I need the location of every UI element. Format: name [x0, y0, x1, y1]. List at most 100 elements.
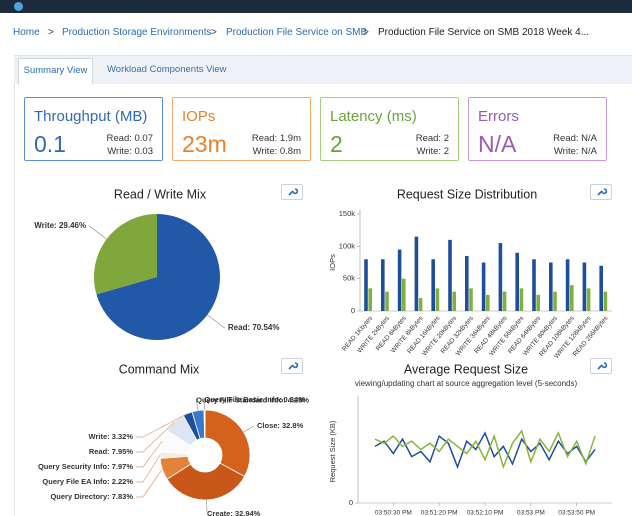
settings-button[interactable] — [281, 358, 303, 374]
slice-label: Write: 3.32% — [89, 432, 134, 441]
wrench-icon — [288, 362, 299, 370]
bar — [397, 249, 402, 311]
bar — [515, 252, 519, 311]
x-tick-label: 03:52:10 PM — [467, 510, 504, 516]
kpi-value: 2 — [330, 131, 343, 157]
breadcrumb-link[interactable]: Production File Service on SMB — [226, 27, 368, 38]
bar — [402, 278, 406, 311]
bar — [364, 259, 368, 311]
leader-line — [136, 413, 188, 438]
bar — [414, 236, 419, 311]
chart-title: Read / Write Mix — [114, 187, 207, 201]
kpi-card: Latency (ms) 2 Read: 2 Write: 2 — [320, 97, 459, 161]
kpi-write: Write: 0.03 — [107, 146, 153, 157]
kpi-read: Read: 1.9m — [251, 133, 301, 144]
line — [374, 429, 596, 470]
y-tick-label: 150k — [339, 209, 356, 218]
chart-title: Average Request Size — [404, 362, 528, 376]
slice-label: Query File Basic Info: 0.34% — [204, 395, 305, 404]
slice-label: Create: 32.94% — [207, 509, 261, 516]
kpi-write: Write: 2 — [416, 146, 449, 157]
settings-button[interactable] — [590, 358, 612, 374]
wrench-icon — [597, 188, 608, 196]
settings-button[interactable] — [281, 184, 303, 200]
slice — [203, 409, 206, 439]
breadcrumb-current: Production File Service on SMB 2018 Week… — [378, 27, 590, 38]
leader-line — [136, 454, 161, 483]
kpi-card: Throughput (MB) 0.1 Read: 0.07 Write: 0.03 — [24, 97, 163, 161]
wrench-icon — [597, 362, 608, 370]
tab-active[interactable]: Summary View — [18, 58, 93, 84]
leader-line — [207, 314, 226, 329]
x-tick-label: 03:53:50 PM — [558, 510, 595, 516]
bar — [549, 262, 553, 311]
slice-label: Query File Standard Info: 4.28% — [196, 396, 309, 405]
bar — [385, 291, 389, 311]
leader-line — [136, 440, 163, 468]
bar — [603, 291, 608, 311]
bar — [481, 262, 486, 311]
line — [374, 431, 596, 470]
bar — [498, 243, 503, 311]
tab[interactable]: Workload Components View — [107, 64, 227, 75]
slice-label: Query File EA Info: 2.22% — [42, 477, 133, 486]
slice-label: Read: 70.54% — [228, 323, 280, 332]
kpi-title: Errors — [478, 108, 519, 125]
kpi-write: Write: N/A — [553, 146, 597, 157]
leader-line — [243, 425, 255, 433]
slice — [96, 214, 220, 340]
bar — [599, 265, 603, 311]
kpi-read: Read: 0.07 — [106, 133, 153, 144]
chart-title: Command Mix — [119, 362, 200, 376]
bar — [452, 291, 456, 311]
wrench-icon — [288, 188, 299, 196]
slice-label: Close: 32.8% — [257, 421, 304, 430]
kpi-card: Errors N/A Read: N/A Write: N/A — [468, 97, 607, 161]
top-bar — [0, 0, 632, 13]
bar — [570, 285, 574, 311]
leader-line — [136, 468, 163, 498]
slice-label: Query Directory: 7.83% — [50, 492, 133, 501]
y-axis-label: IOPs — [328, 254, 337, 271]
kpi-card: IOPs 23m Read: 1.9m Write: 0.8m — [172, 97, 311, 161]
bar — [418, 298, 423, 311]
breadcrumb-separator: > — [211, 27, 217, 38]
tab-strip — [14, 55, 632, 85]
bar — [448, 239, 452, 311]
kpi-read: Read: N/A — [553, 133, 597, 144]
slice-label: Write: 29.46% — [34, 221, 86, 230]
breadcrumb-link[interactable]: Production Storage Environments — [62, 27, 212, 38]
bar — [469, 288, 473, 311]
slice — [166, 462, 246, 501]
bar — [553, 291, 557, 311]
kpi-write: Write: 0.8m — [252, 146, 301, 157]
bar — [381, 259, 385, 311]
bar — [519, 288, 524, 311]
bar — [435, 288, 440, 311]
bar — [536, 294, 540, 311]
logo — [14, 2, 23, 11]
y-tick-label: 50k — [343, 274, 355, 283]
kpi-read: Read: 2 — [415, 133, 449, 144]
y-tick-label: 0 — [349, 498, 353, 507]
leader-line — [88, 225, 107, 240]
slice — [204, 409, 251, 478]
y-axis-label: Request Size (KB) — [328, 420, 337, 482]
slice — [93, 214, 157, 295]
bar — [431, 259, 435, 311]
settings-button[interactable] — [590, 184, 612, 200]
breadcrumb-separator: > — [363, 27, 369, 38]
bar — [368, 288, 372, 311]
leader-line — [195, 398, 199, 411]
bar — [582, 262, 587, 311]
bar — [565, 259, 570, 311]
breadcrumb-separator: > — [48, 27, 54, 38]
kpi-title: Latency (ms) — [330, 108, 417, 125]
kpi-title: Throughput (MB) — [34, 108, 148, 125]
chart-title: Request Size Distribution — [397, 187, 537, 201]
kpi-value: 23m — [182, 131, 227, 157]
slice-label: Read: 7.95% — [89, 447, 134, 456]
kpi-value: N/A — [478, 131, 517, 157]
breadcrumb-link[interactable]: Home — [13, 27, 40, 38]
